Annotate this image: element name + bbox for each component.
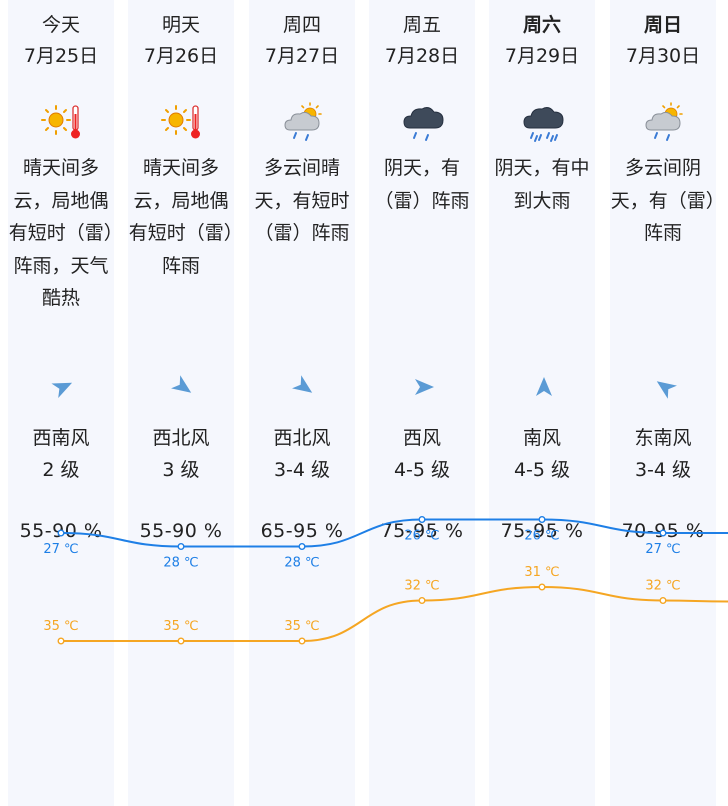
day-column-background (610, 0, 716, 806)
high-temp-point (538, 583, 546, 591)
high-temp-point (298, 637, 306, 645)
wind-level: 4-5 级 (393, 459, 451, 481)
dark-cloud-rain-icon (402, 100, 446, 144)
high-temp-label: 32 ℃ (645, 579, 680, 594)
humidity: 75-95 % (500, 520, 584, 542)
day-date: 7月28日 (384, 45, 460, 67)
wind-northwest-icon (292, 375, 316, 399)
heavy-rain-icon (522, 100, 566, 144)
weather-description: 多云间阴天，有（雷）阵雨 (610, 157, 716, 244)
high-temp-label: 35 ℃ (284, 619, 319, 634)
high-temp-point (57, 637, 65, 645)
day-name: 今天 (41, 14, 80, 36)
weather-description: 晴天间多云，局地偶有短时（雷）阵雨 (128, 157, 234, 277)
wind-direction: 南风 (522, 427, 561, 449)
wind-direction: 西北风 (273, 427, 331, 449)
low-temp-point (418, 516, 426, 524)
wind-direction: 东南风 (634, 427, 692, 449)
day-name: 周五 (402, 14, 441, 36)
day-column-background (8, 0, 114, 806)
day-name: 周四 (282, 14, 321, 36)
high-temp-label: 35 ℃ (163, 619, 198, 634)
day-column-background (489, 0, 595, 806)
wind-south-icon (532, 375, 556, 399)
sunny-hot-icon (41, 100, 85, 144)
day-name: 明天 (161, 14, 200, 36)
high-temp-label: 35 ℃ (43, 619, 78, 634)
partly-cloudy-rain-icon (282, 100, 326, 144)
low-temp-label: 28 ℃ (163, 556, 198, 571)
day-name: 周日 (643, 14, 682, 36)
low-temp-line (60, 518, 728, 548)
day-column[interactable]: 明天 7月26日 晴天间多云，局地偶有短时（雷）阵雨 西北风 3 级 55-90… (121, 0, 241, 806)
day-column-background (128, 0, 234, 806)
weather-description: 晴天间多云，局地偶有短时（雷）阵雨，天气酷热 (8, 157, 114, 309)
humidity: 55-90 % (139, 520, 223, 542)
weather-description: 多云间晴天，有短时（雷）阵雨 (254, 157, 350, 244)
high-temp-line (61, 585, 728, 642)
wind-level: 4-5 级 (513, 459, 571, 481)
wind-direction: 西南风 (32, 427, 90, 449)
day-date: 7月25日 (23, 45, 99, 67)
wind-direction: 西北风 (152, 427, 210, 449)
day-date: 7月29日 (504, 45, 580, 67)
high-temp-point (418, 597, 426, 605)
humidity: 65-95 % (260, 520, 344, 542)
wind-southwest-icon (51, 375, 75, 399)
day-column-background (369, 0, 475, 806)
low-temp-point (177, 543, 185, 551)
high-temp-point (177, 637, 185, 645)
wind-level: 3-4 级 (273, 459, 331, 481)
high-temp-label: 32 ℃ (404, 579, 439, 594)
sunny-hot-icon (161, 100, 205, 144)
low-temp-label: 27 ℃ (43, 542, 78, 557)
day-date: 7月26日 (143, 45, 219, 67)
day-date: 7月27日 (264, 45, 340, 67)
high-temp-point (659, 597, 667, 605)
wind-level: 2 级 (42, 459, 80, 481)
day-name: 周六 (522, 14, 561, 36)
low-temp-point (298, 543, 306, 551)
low-temp-label: 28 ℃ (284, 556, 319, 571)
low-temp-point (57, 529, 65, 537)
wind-northwest-icon (171, 375, 195, 399)
day-column[interactable]: 周六 7月29日 阴天，有中到大雨 南风 4-5 级 75-95 % (482, 0, 602, 806)
wind-level: 3-4 级 (634, 459, 692, 481)
weather-description: 阴天，有（雷）阵雨 (374, 157, 470, 212)
day-column[interactable]: 今天 7月25日 晴天间多云，局地偶有短时（雷）阵雨，天气酷热 西南风 2 级 … (1, 0, 121, 806)
partly-cloudy-rain-icon (643, 100, 687, 144)
weather-description: 阴天，有中到大雨 (494, 157, 590, 212)
low-temp-label: 26 ℃ (524, 529, 559, 544)
low-temp-label: 27 ℃ (645, 542, 680, 557)
wind-southeast-icon (653, 375, 677, 399)
wind-west-icon (412, 375, 436, 399)
low-temp-point (659, 529, 667, 537)
day-date: 7月30日 (625, 45, 701, 67)
high-temp-label: 31 ℃ (524, 565, 559, 580)
low-temp-label: 26 ℃ (404, 529, 439, 544)
wind-direction: 西风 (402, 427, 441, 449)
humidity: 75-95 % (380, 520, 464, 542)
day-column-background (249, 0, 355, 806)
low-temp-point (538, 516, 546, 524)
day-column[interactable]: 周五 7月28日 阴天，有（雷）阵雨 西风 4-5 级 75-95 % (362, 0, 482, 806)
wind-level: 3 级 (162, 459, 200, 481)
day-column[interactable]: 周四 7月27日 多云间晴天，有短时（雷）阵雨 西北风 3-4 级 65-95 … (242, 0, 362, 806)
